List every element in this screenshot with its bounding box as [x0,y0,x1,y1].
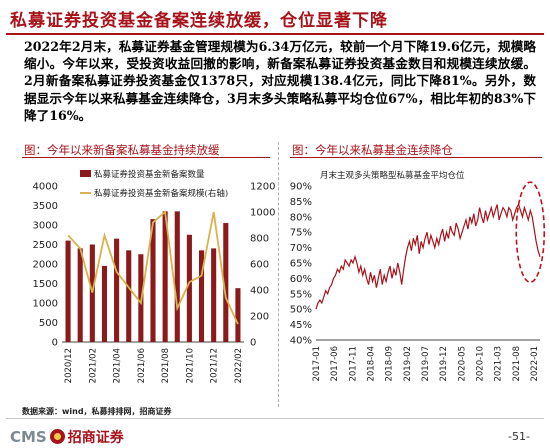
y-tick-label: 90% [290,182,312,193]
bar-new-fund-count [65,240,71,342]
cms-logo: CMS 招商证券 [10,427,124,447]
x-tick-label: 2019-07 [421,346,431,382]
x-tick-label: 2017-01 [312,346,322,382]
x-tick-label: 2020-10 [476,346,486,382]
left-chart-title: 图：今年以来新备案私募基金持续放缓 [24,143,220,157]
bar-new-fund-count [211,248,217,342]
right-chart-title: 图：今年以来私募基金连续降仓 [292,143,453,157]
bar-new-fund-count [174,211,180,342]
y-tick-label: 55% [290,289,312,300]
x-tick-label: 2018-09 [385,346,395,382]
x-tick-label: 2021/10 [185,348,195,383]
x-tick-label: 2022-01 [530,346,540,382]
footer-rule [6,418,544,419]
y-tick-label: 65% [290,259,312,270]
y-right-tick-label: 200 [250,312,269,323]
bar-new-fund-count [126,250,132,342]
y-left-tick-label: 1500 [33,279,58,290]
y-right-tick-label: 400 [250,286,269,297]
y-left-tick-label: 0 [52,338,58,349]
legend-label-size: 私募证券投资基金新备案规模(右轴) [94,188,228,199]
data-source: 数据来源：wind，私募排排网，招商证券 [22,407,172,416]
legend-label-count: 私募证券投资基金新备案数量 [94,169,205,180]
y-right-tick-label: 1200 [250,182,275,193]
y-right-tick-label: 1000 [250,208,275,219]
bar-new-fund-count [223,223,229,342]
x-tick-label: 2021/08 [161,348,171,383]
title-underline [6,33,544,35]
y-right-tick-label: 600 [250,260,269,271]
left-chart-title-rule [22,157,270,158]
y-left-tick-label: 3000 [33,221,58,232]
y-tick-label: 85% [290,197,312,208]
x-tick-label: 2021/02 [88,348,98,383]
logo-mark-icon [49,429,65,444]
x-tick-label: 2020/12 [64,348,74,383]
y-right-tick-label: 0 [250,338,256,349]
bar-new-fund-count [198,250,205,342]
bar-new-fund-count [235,288,241,342]
y-tick-label: 60% [290,274,312,285]
x-tick-label: 2021-08 [512,346,522,382]
y-right-tick-label: 800 [250,234,269,245]
y-left-tick-label: 2500 [33,240,58,251]
right-chart-title-rule [290,157,542,158]
y-left-tick-label: 500 [39,318,58,329]
page-title: 私募证券投资基金备案连续放缓，仓位显著下降 [10,11,388,31]
y-tick-label: 45% [290,320,312,331]
bar-new-fund-count [77,248,83,342]
line-new-fund-size [67,210,239,325]
x-tick-label: 2020-05 [457,346,467,382]
y-left-tick-label: 3500 [33,201,58,212]
summary-paragraph: 2022年2月末，私募证券基金管理规模为6.34万亿元，较前一个月下降19.6亿… [24,39,536,123]
y-tick-label: 40% [290,336,312,347]
y-left-tick-label: 2000 [33,260,58,271]
logo-latin: CMS [10,428,47,446]
x-tick-label: 2019-12 [439,346,449,382]
legend-swatch-bar [80,170,91,177]
bar-new-fund-count [101,265,108,342]
x-tick-label: 2021-03 [494,346,504,382]
x-tick-label: 2017-11 [348,346,358,382]
y-tick-label: 80% [290,212,312,223]
y-left-tick-label: 4000 [33,182,58,193]
x-tick-label: 2021/06 [137,348,147,383]
x-tick-label: 2022/02 [234,348,244,383]
y-tick-label: 75% [290,228,312,239]
bar-new-fund-count [89,244,95,342]
bar-new-fund-count [162,211,168,342]
bar-new-fund-count [186,234,192,342]
logo-chinese: 招商证券 [67,430,124,446]
x-tick-label: 2018-04 [367,346,377,382]
x-tick-label: 2017-06 [330,346,340,382]
y-tick-label: 70% [290,243,312,254]
x-tick-label: 2019-02 [403,346,413,382]
bar-new-fund-count [114,238,120,342]
page-number: -51- [508,430,530,443]
highlight-ellipse [515,181,546,283]
y-left-tick-label: 1000 [33,299,58,310]
x-tick-label: 2021/12 [210,348,220,383]
y-tick-label: 50% [290,305,312,316]
bar-new-fund-count [150,219,156,342]
panel-separator [278,142,279,407]
chart-subtitle: 月末主观多头策略型私募基金平均仓位 [320,170,465,181]
x-tick-label: 2021/04 [113,348,123,383]
line-average-position [315,203,541,310]
